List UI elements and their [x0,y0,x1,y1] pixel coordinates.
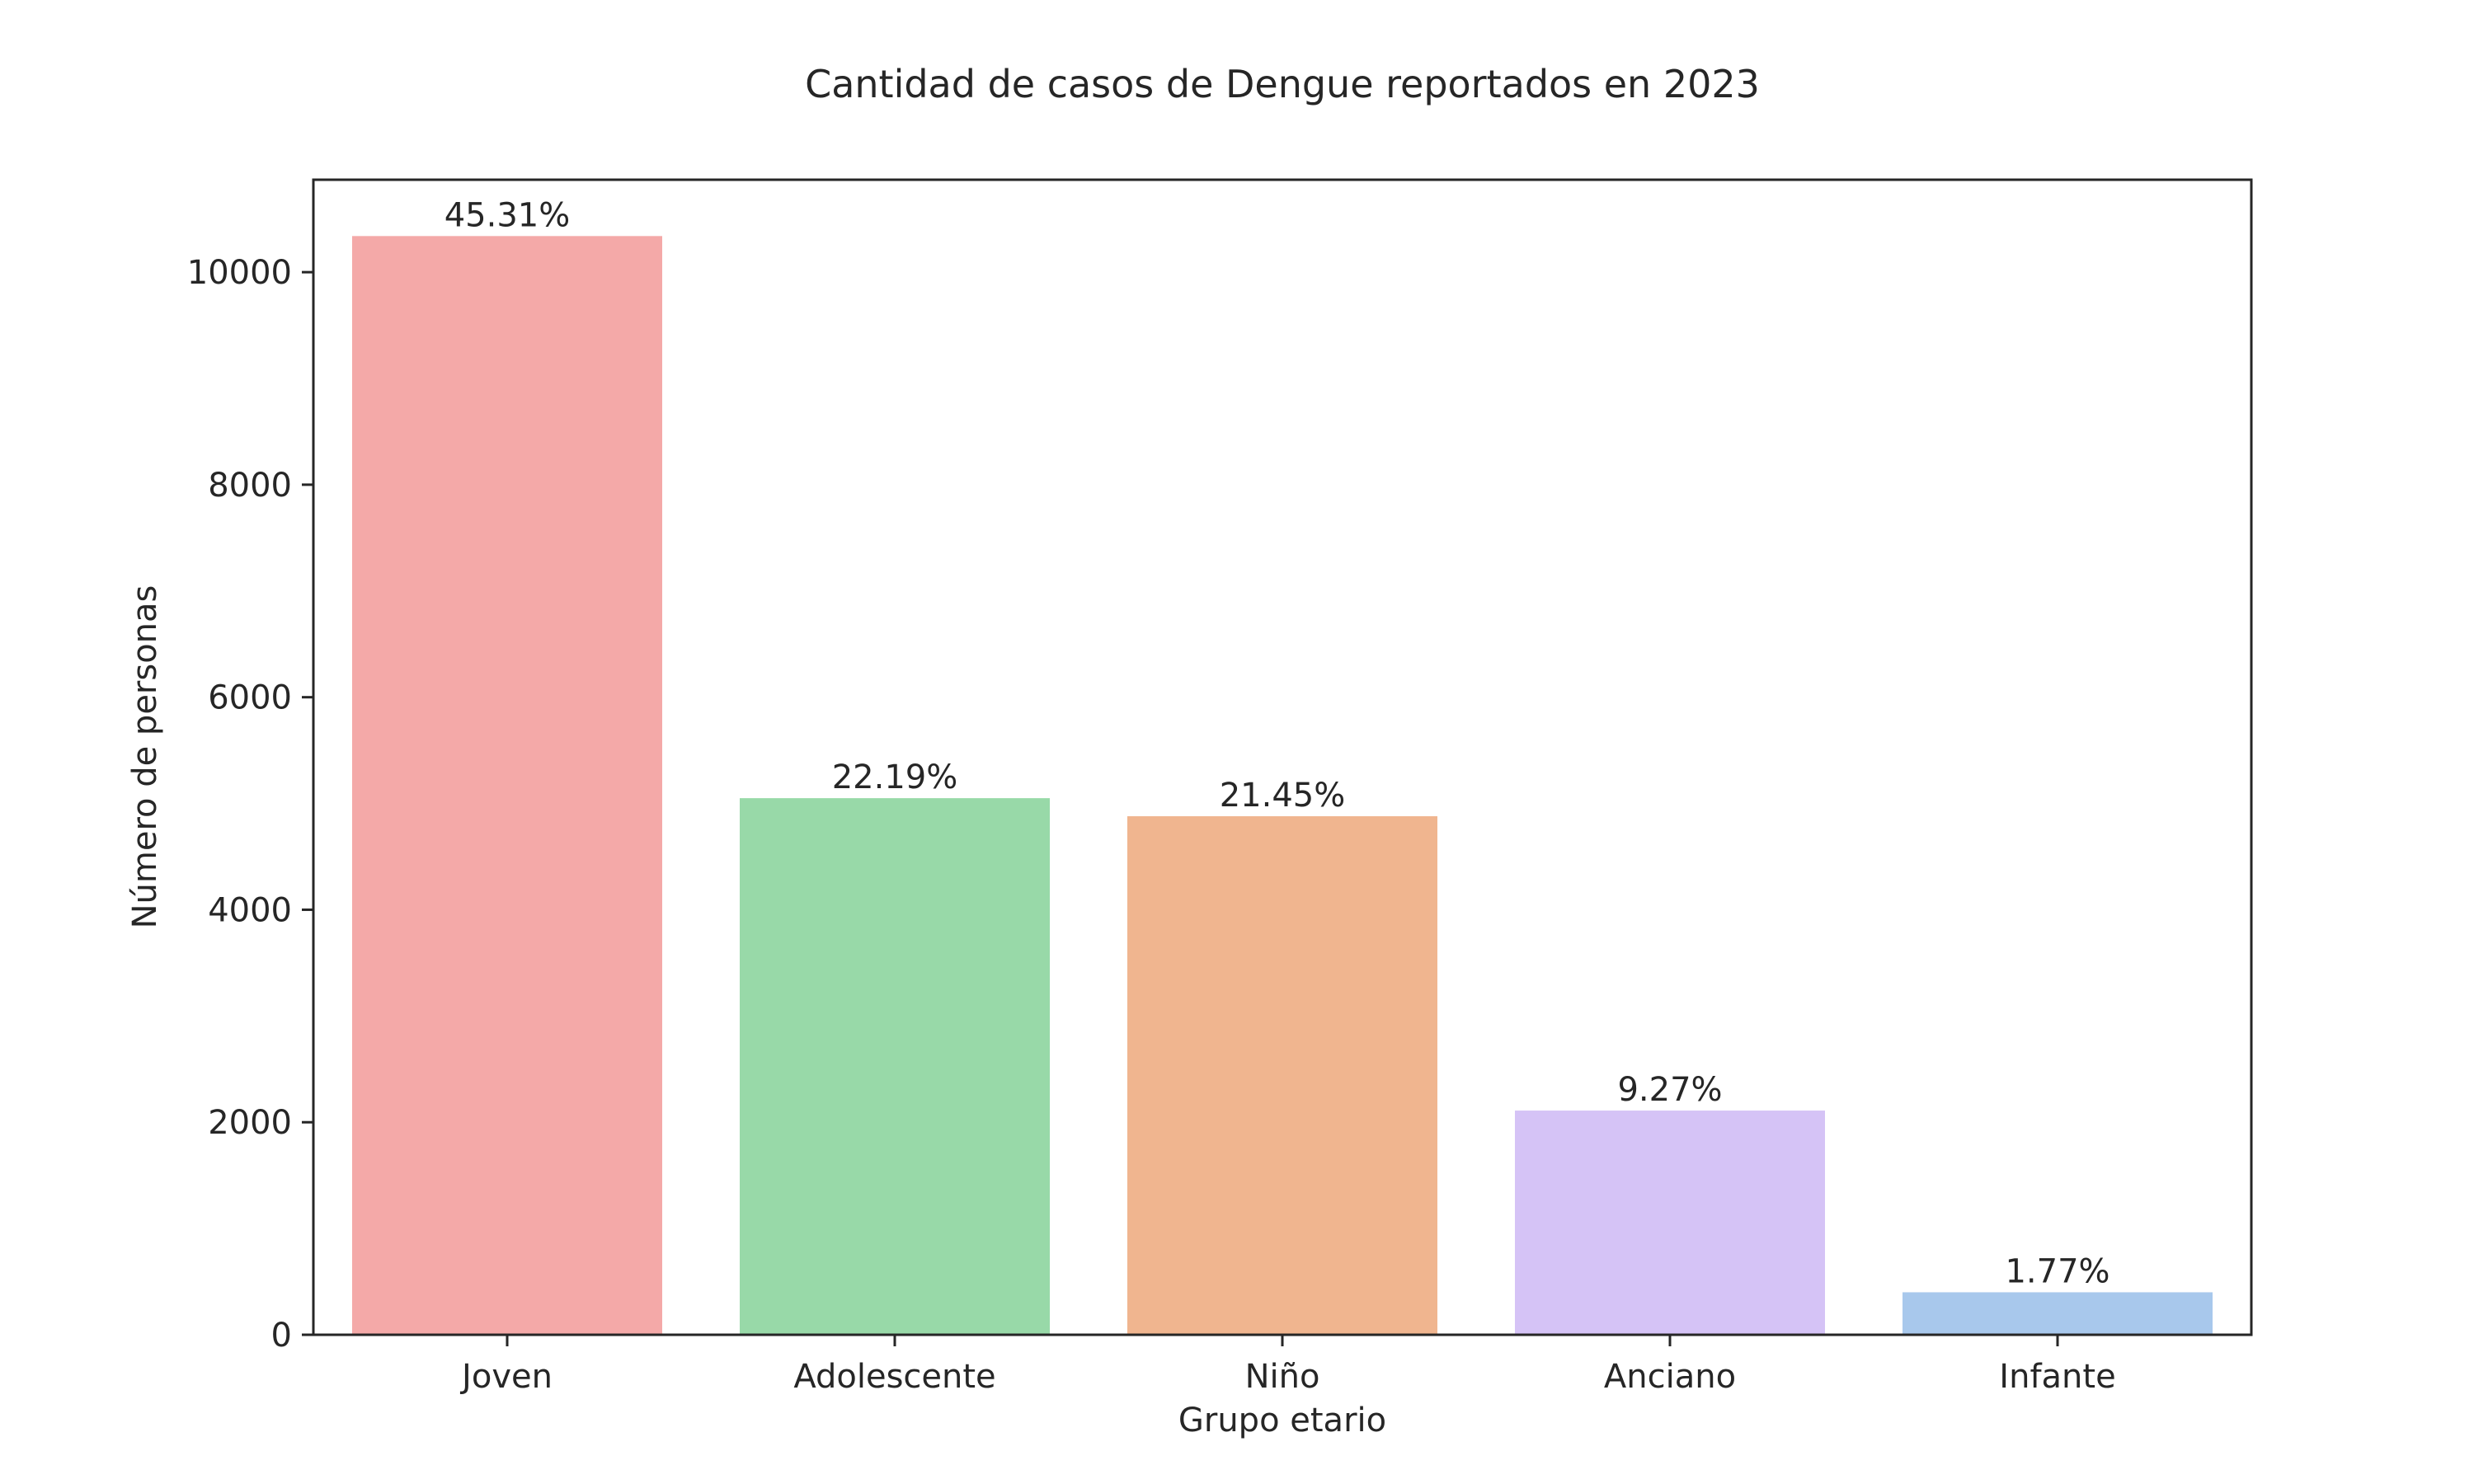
y-tick-label-3: 6000 [208,679,292,717]
bar-3 [1515,1111,1825,1335]
bar-data-label-4: 1.77% [2005,1252,2109,1290]
y-tick-label-1: 2000 [208,1104,292,1142]
y-axis-label: Número de personas [126,585,164,929]
x-axis-label: Grupo etario [1178,1402,1386,1439]
data-labels-layer: 45.31% 22.19% 21.45% 9.27% 1.77% [444,196,2110,1290]
bar-data-label-2: 21.45% [1220,777,1346,815]
x-axis: Joven Adolescente Niño Anciano Infante [459,1335,2116,1396]
bar-data-label-3: 9.27% [1617,1071,1722,1109]
x-tick-label-1: Adolescente [793,1358,995,1396]
y-tick-label-2: 4000 [208,891,292,929]
bar-1 [740,798,1050,1335]
x-tick-label-2: Niño [1245,1358,1320,1396]
bar-0 [352,236,662,1335]
bar-data-label-1: 22.19% [832,758,958,796]
bar-2 [1127,816,1437,1335]
chart-title: Cantidad de casos de Dengue reportados e… [805,62,1760,106]
x-tick-label-0: Joven [459,1358,553,1396]
y-tick-label-5: 10000 [187,254,292,292]
y-tick-label-4: 8000 [208,467,292,505]
y-tick-label-0: 0 [271,1317,292,1355]
bars-layer [352,236,2213,1335]
x-tick-label-4: Infante [1999,1358,2115,1396]
bar-4 [1903,1292,2213,1335]
bar-data-label-0: 45.31% [444,196,571,234]
x-tick-label-3: Anciano [1604,1358,1736,1396]
y-axis: 0 2000 4000 6000 8000 10000 [187,254,313,1355]
